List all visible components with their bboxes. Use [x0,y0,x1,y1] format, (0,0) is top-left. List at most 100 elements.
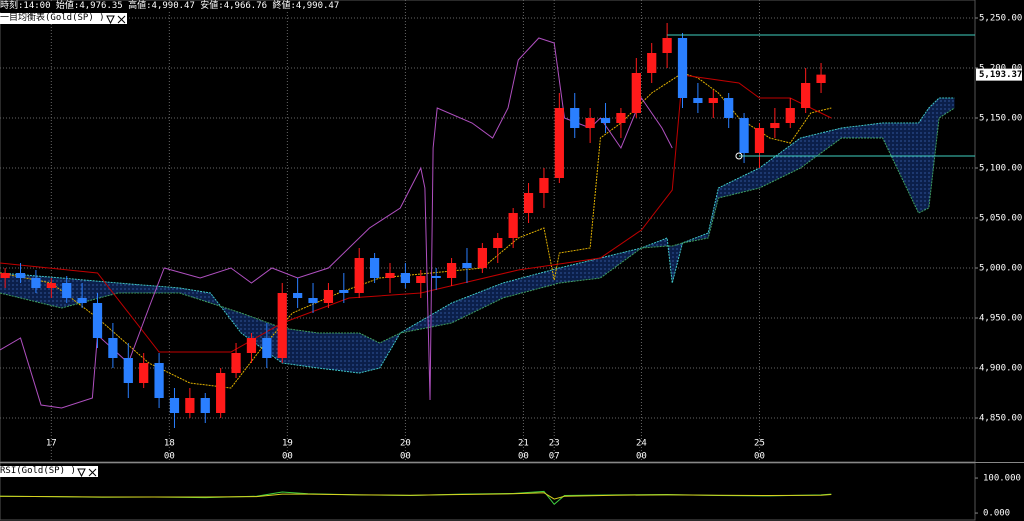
candle-body [0,273,10,278]
candle-body [693,98,703,103]
candle-body [77,298,87,303]
x-tick-sublabel: 00 [164,452,175,462]
label-icons[interactable] [76,467,98,477]
x-tick-sublabel: 07 [549,452,560,462]
candle-body [508,213,518,238]
y-tick-label: 4,850.00 [979,414,1022,424]
candle-body [493,238,503,248]
candle-body [262,338,272,358]
last-price-box [976,68,1022,81]
candle-body [739,118,749,153]
candle-body [539,178,549,193]
x-tick-label: 21 [518,439,529,449]
y-tick-label: 5,200.00 [979,64,1022,74]
x-tick-sublabel: 00 [518,452,529,462]
candle-body [169,398,180,413]
candle-body [600,118,611,123]
y-tick-label: 0.000 [983,509,1010,519]
candle-body [708,98,718,103]
candle-body [185,398,195,413]
candle-body [31,278,41,288]
candle-body [416,276,426,283]
candle-body [200,398,210,413]
candle-body [677,38,688,98]
rsi-frame [0,462,976,521]
candle-body [308,298,318,303]
x-tick-label: 18 [164,439,175,449]
candle-body [123,358,133,383]
candle-body [62,283,72,298]
candle-body [246,338,257,353]
y-tick-label: 100.000 [983,474,1021,484]
candle-body [400,273,411,283]
candle-body [570,108,580,128]
x-tick-sublabel: 00 [282,452,293,462]
ohlc-info: 時刻:14:00 始値:4,976.35 高値:4,990.47 安値:4,96… [0,1,340,11]
rsi-line [0,492,832,500]
candle-body [216,373,226,413]
candle-body [339,290,349,293]
candle-body [154,363,164,398]
candle-body [108,338,118,358]
main-frame [0,0,976,463]
rsi-label: RSI(Gold(SP) ) [0,466,98,477]
candle-body [139,363,149,383]
x-tick-sublabel: 00 [636,452,647,462]
rsi-line [0,490,832,506]
y-tick-label: 4,900.00 [979,364,1022,374]
candle-body [92,303,103,338]
candle-body [15,273,26,278]
candle-body [662,38,672,53]
x-tick-label: 25 [754,439,765,449]
level-anchor [735,152,743,160]
x-tick-label: 17 [46,439,57,449]
y-tick-label: 5,000.00 [979,264,1022,274]
candle-body [462,263,472,268]
candle-body [385,273,395,278]
info-line: 時刻:14:00 始値:4,976.35 高値:4,990.47 安値:4,96… [0,1,340,12]
last-price-label: 5,193.37 [979,70,1022,80]
candle-body [754,128,765,153]
candle-body [770,123,780,128]
candle-body [369,258,380,278]
candle-body [631,73,641,113]
indicator-line [0,74,832,353]
y-tick-label: 5,100.00 [979,164,1022,174]
y-tick-label: 4,950.00 [979,314,1022,324]
candle-body [523,193,534,213]
label-icons[interactable] [105,14,127,24]
indicator-title: 一目均衡表(Gold(SP) ) [0,13,105,23]
candle-body [616,113,626,123]
candle-body [231,353,241,373]
y-tick-label: 5,150.00 [979,114,1022,124]
candle-body [554,108,564,178]
candle-body [277,293,287,358]
y-tick-label: 5,050.00 [979,214,1022,224]
x-tick-label: 23 [549,439,560,449]
indicator-label: 一目均衡表(Gold(SP) ) [0,13,127,24]
candle-body [354,258,364,293]
x-tick-label: 20 [400,439,411,449]
candle-body [785,108,795,123]
candle-body [477,248,487,268]
indicator-line [0,72,832,389]
y-tick-label: 5,250.00 [979,14,1022,24]
x-tick-label: 24 [636,439,647,449]
candle-body [585,118,595,128]
candle-body [816,74,826,83]
senkou-span [0,107,955,344]
candle-body [724,98,734,118]
candle-body [46,283,56,288]
rsi-title: RSI(Gold(SP) ) [0,466,76,476]
x-tick-sublabel: 00 [400,452,411,462]
candle-body [647,53,657,73]
x-tick-label: 19 [282,439,293,449]
candle-body [801,83,811,108]
x-tick-sublabel: 00 [754,452,765,462]
candle-body [446,263,457,278]
candle-body [431,276,441,278]
candle-body [293,293,303,298]
candle-body [323,290,334,303]
